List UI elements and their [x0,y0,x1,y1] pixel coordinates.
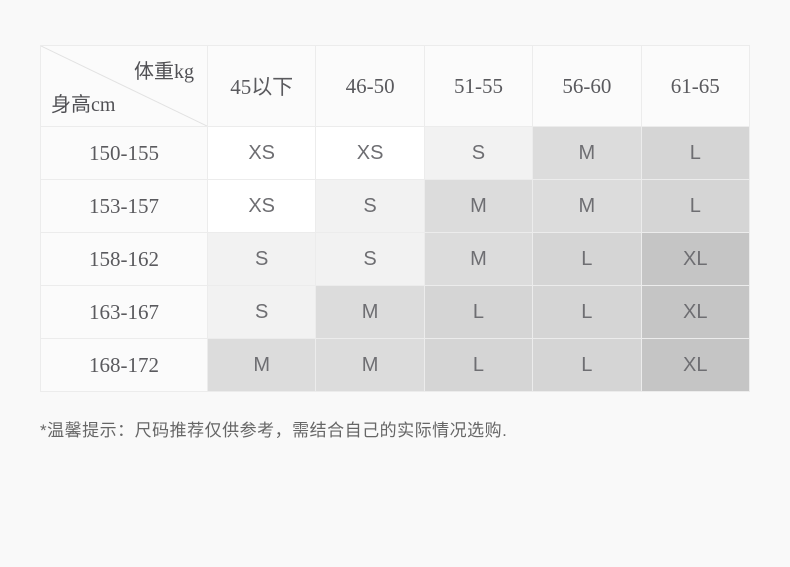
size-cell: L [532,232,642,286]
size-cell: M [532,126,642,180]
size-cell: L [423,285,534,339]
corner-cell: 体重kg 身高cm [40,45,208,127]
size-cell: XS [206,179,317,233]
size-cell: L [640,179,751,233]
row-header-height: 158-162 [40,232,208,286]
column-header-weight-1: 45以下 [206,45,317,127]
table-row: 153-157 XS S M M L [40,179,751,233]
size-cell: S [206,232,317,286]
corner-label-weight: 体重kg [134,61,194,83]
size-cell: M [315,285,425,339]
size-cell: M [206,338,317,392]
size-cell: M [423,179,534,233]
size-chart-disclaimer: *温馨提示：尺码推荐仅供参考，需结合自己的实际情况选购. [40,421,508,440]
corner-label-height: 身高cm [51,94,116,116]
size-cell: L [532,338,642,392]
diagonal-divider [41,46,207,126]
table-row: 158-162 S S M L XL [40,232,751,286]
size-cell: L [640,126,751,180]
size-cell: XS [315,126,425,180]
header-row: 体重kg 身高cm 45以下 46-50 51-55 56-60 61-65 [40,45,751,127]
size-cell: XS [206,126,317,180]
column-header-weight-5: 61-65 [640,45,751,127]
table-row: 150-155 XS XS S M L [40,126,751,180]
table-row: 168-172 M M L L XL [40,338,751,392]
row-header-height: 150-155 [40,126,208,180]
size-cell: L [532,285,642,339]
size-cell: S [315,232,425,286]
column-header-weight-2: 46-50 [315,45,425,127]
row-header-height: 153-157 [40,179,208,233]
column-header-weight-4: 56-60 [532,45,642,127]
size-cell: XL [640,285,751,339]
size-cell: S [206,285,317,339]
column-header-weight-3: 51-55 [423,45,534,127]
size-cell: M [315,338,425,392]
size-cell: XL [640,338,751,392]
size-cell: M [532,179,642,233]
size-cell: L [423,338,534,392]
table-row: 163-167 S M L L XL [40,285,751,339]
row-header-height: 168-172 [40,338,208,392]
row-header-height: 163-167 [40,285,208,339]
size-cell: XL [640,232,751,286]
size-cell: M [423,232,534,286]
size-cell: S [423,126,534,180]
size-cell: S [315,179,425,233]
size-chart-table: 体重kg 身高cm 45以下 46-50 51-55 56-60 61-65 1… [40,45,751,392]
